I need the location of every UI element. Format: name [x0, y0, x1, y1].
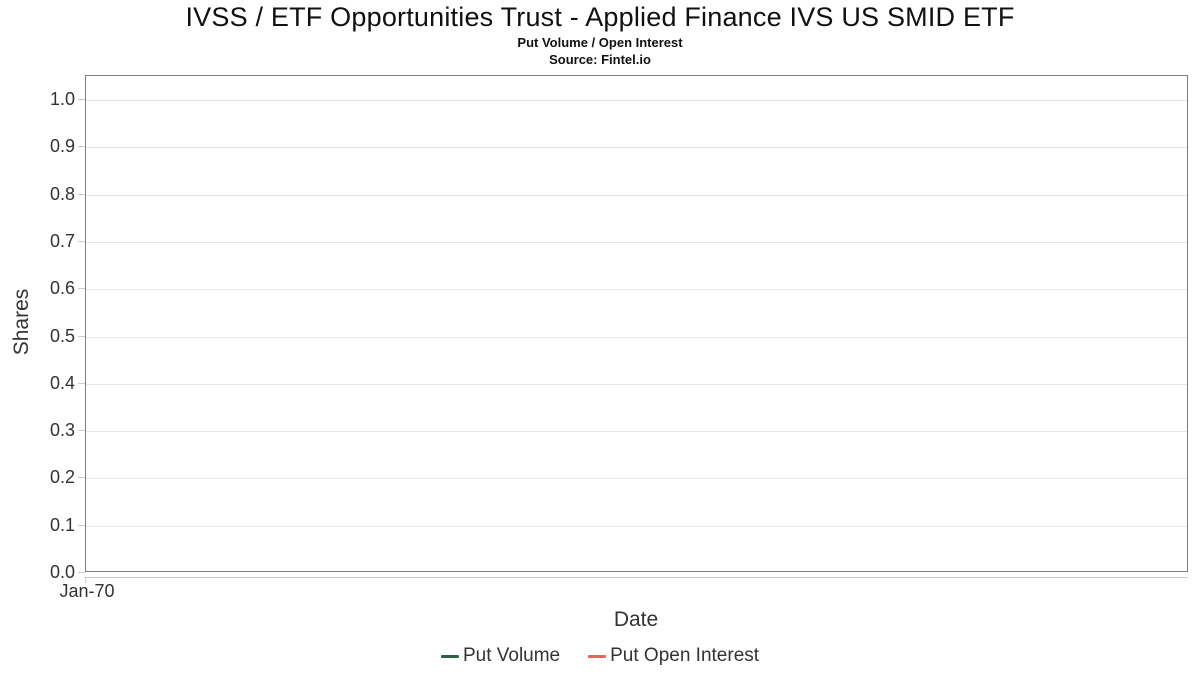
chart-subtitle: Put Volume / Open Interest — [517, 35, 683, 50]
gridline — [86, 431, 1187, 433]
y-axis-tick-mark — [78, 288, 85, 290]
x-axis-line — [85, 577, 1188, 578]
y-axis-tick-mark — [78, 193, 85, 195]
x-tick-label: Jan-70 — [59, 581, 115, 601]
gridline — [86, 336, 1187, 338]
y-axis-tick-mark — [78, 477, 85, 479]
y-tick-label: 0.5 — [49, 325, 75, 346]
y-tick-label: 0.7 — [49, 230, 75, 251]
legend: Put Volume Put Open Interest — [0, 645, 1200, 667]
gridline — [86, 100, 1187, 101]
y-axis-tick-mark — [78, 572, 85, 573]
x-axis-tick-mark — [85, 577, 86, 583]
y-axis-tick-mark — [78, 146, 85, 148]
legend-line-icon — [588, 654, 607, 658]
gridline — [86, 525, 1187, 527]
legend-item-label: Put Volume — [462, 645, 561, 666]
legend-item[interactable]: Put Volume — [440, 645, 561, 667]
x-axis-title: Date — [613, 608, 659, 631]
legend-item[interactable]: Put Open Interest — [588, 645, 759, 667]
y-tick-label: 0.6 — [49, 278, 75, 299]
y-axis-tick-mark — [78, 240, 85, 242]
y-tick-label: 0.9 — [49, 136, 75, 157]
chart-source-label: Source: Fintel.io — [549, 52, 651, 67]
y-tick-label: 1.0 — [49, 89, 75, 109]
y-axis-tick-mark — [78, 99, 85, 100]
gridline — [86, 289, 1187, 291]
y-axis-tick-mark — [78, 335, 85, 337]
legend-line-icon — [440, 654, 459, 658]
y-tick-label: 0.2 — [49, 467, 75, 488]
y-tick-label: 0.0 — [49, 562, 75, 582]
gridline — [86, 478, 1187, 480]
chart-title: IVSS / ETF Opportunities Trust - Applied… — [185, 2, 1015, 32]
y-axis-tick-mark — [78, 524, 85, 526]
plot-area — [85, 75, 1188, 572]
gridline — [86, 241, 1187, 243]
y-axis-tick-mark — [78, 430, 85, 432]
y-tick-label: 0.1 — [49, 514, 75, 535]
y-tick-label: 0.3 — [49, 420, 75, 441]
y-axis-tick-mark — [78, 382, 85, 384]
gridline — [86, 147, 1187, 149]
gridline — [86, 194, 1187, 196]
gridline — [86, 383, 1187, 385]
y-tick-label: 0.8 — [49, 183, 75, 204]
y-tick-label: 0.4 — [49, 372, 75, 393]
legend-item-label: Put Open Interest — [610, 645, 760, 666]
